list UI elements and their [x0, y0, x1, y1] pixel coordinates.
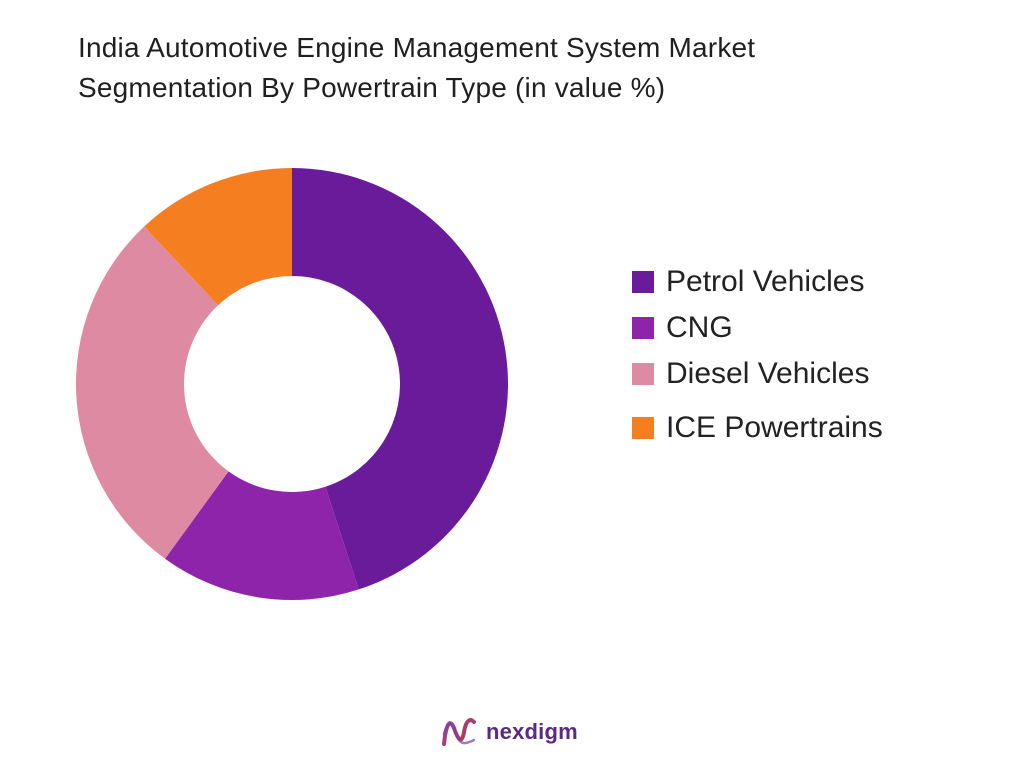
legend-swatch	[632, 317, 654, 339]
donut-slice-cng	[165, 471, 359, 600]
legend-swatch	[632, 417, 654, 439]
legend-item-petrol-vehicles: Petrol Vehicles	[632, 264, 864, 300]
chart-title-line-1: India Automotive Engine Management Syste…	[78, 32, 756, 63]
legend-item-ice-powertrains: ICE Powertrains	[632, 410, 883, 446]
donut-slice-ice-powertrains	[144, 168, 292, 306]
legend-item-diesel-vehicles: Diesel Vehicles	[632, 356, 869, 392]
legend-swatch	[632, 271, 654, 293]
legend-swatch	[632, 363, 654, 385]
brand-logo: nexdigm	[440, 714, 578, 750]
brand-name: nexdigm	[486, 719, 578, 744]
chart-title: India Automotive Engine Management Syste…	[78, 28, 978, 108]
legend-label: ICE Powertrains	[666, 411, 883, 444]
chart-title-line-2: Segmentation By Powertrain Type (in valu…	[78, 72, 666, 103]
legend-label: Diesel Vehicles	[666, 357, 870, 390]
legend-item-cng: CNG	[632, 310, 733, 346]
donut-slice-petrol-vehicles	[292, 168, 509, 590]
nexdigm-logo-icon	[442, 718, 476, 746]
donut-slice-diesel-vehicles	[75, 226, 229, 559]
legend-label: Petrol Vehicles	[666, 265, 865, 298]
legend-label: CNG	[666, 311, 733, 344]
